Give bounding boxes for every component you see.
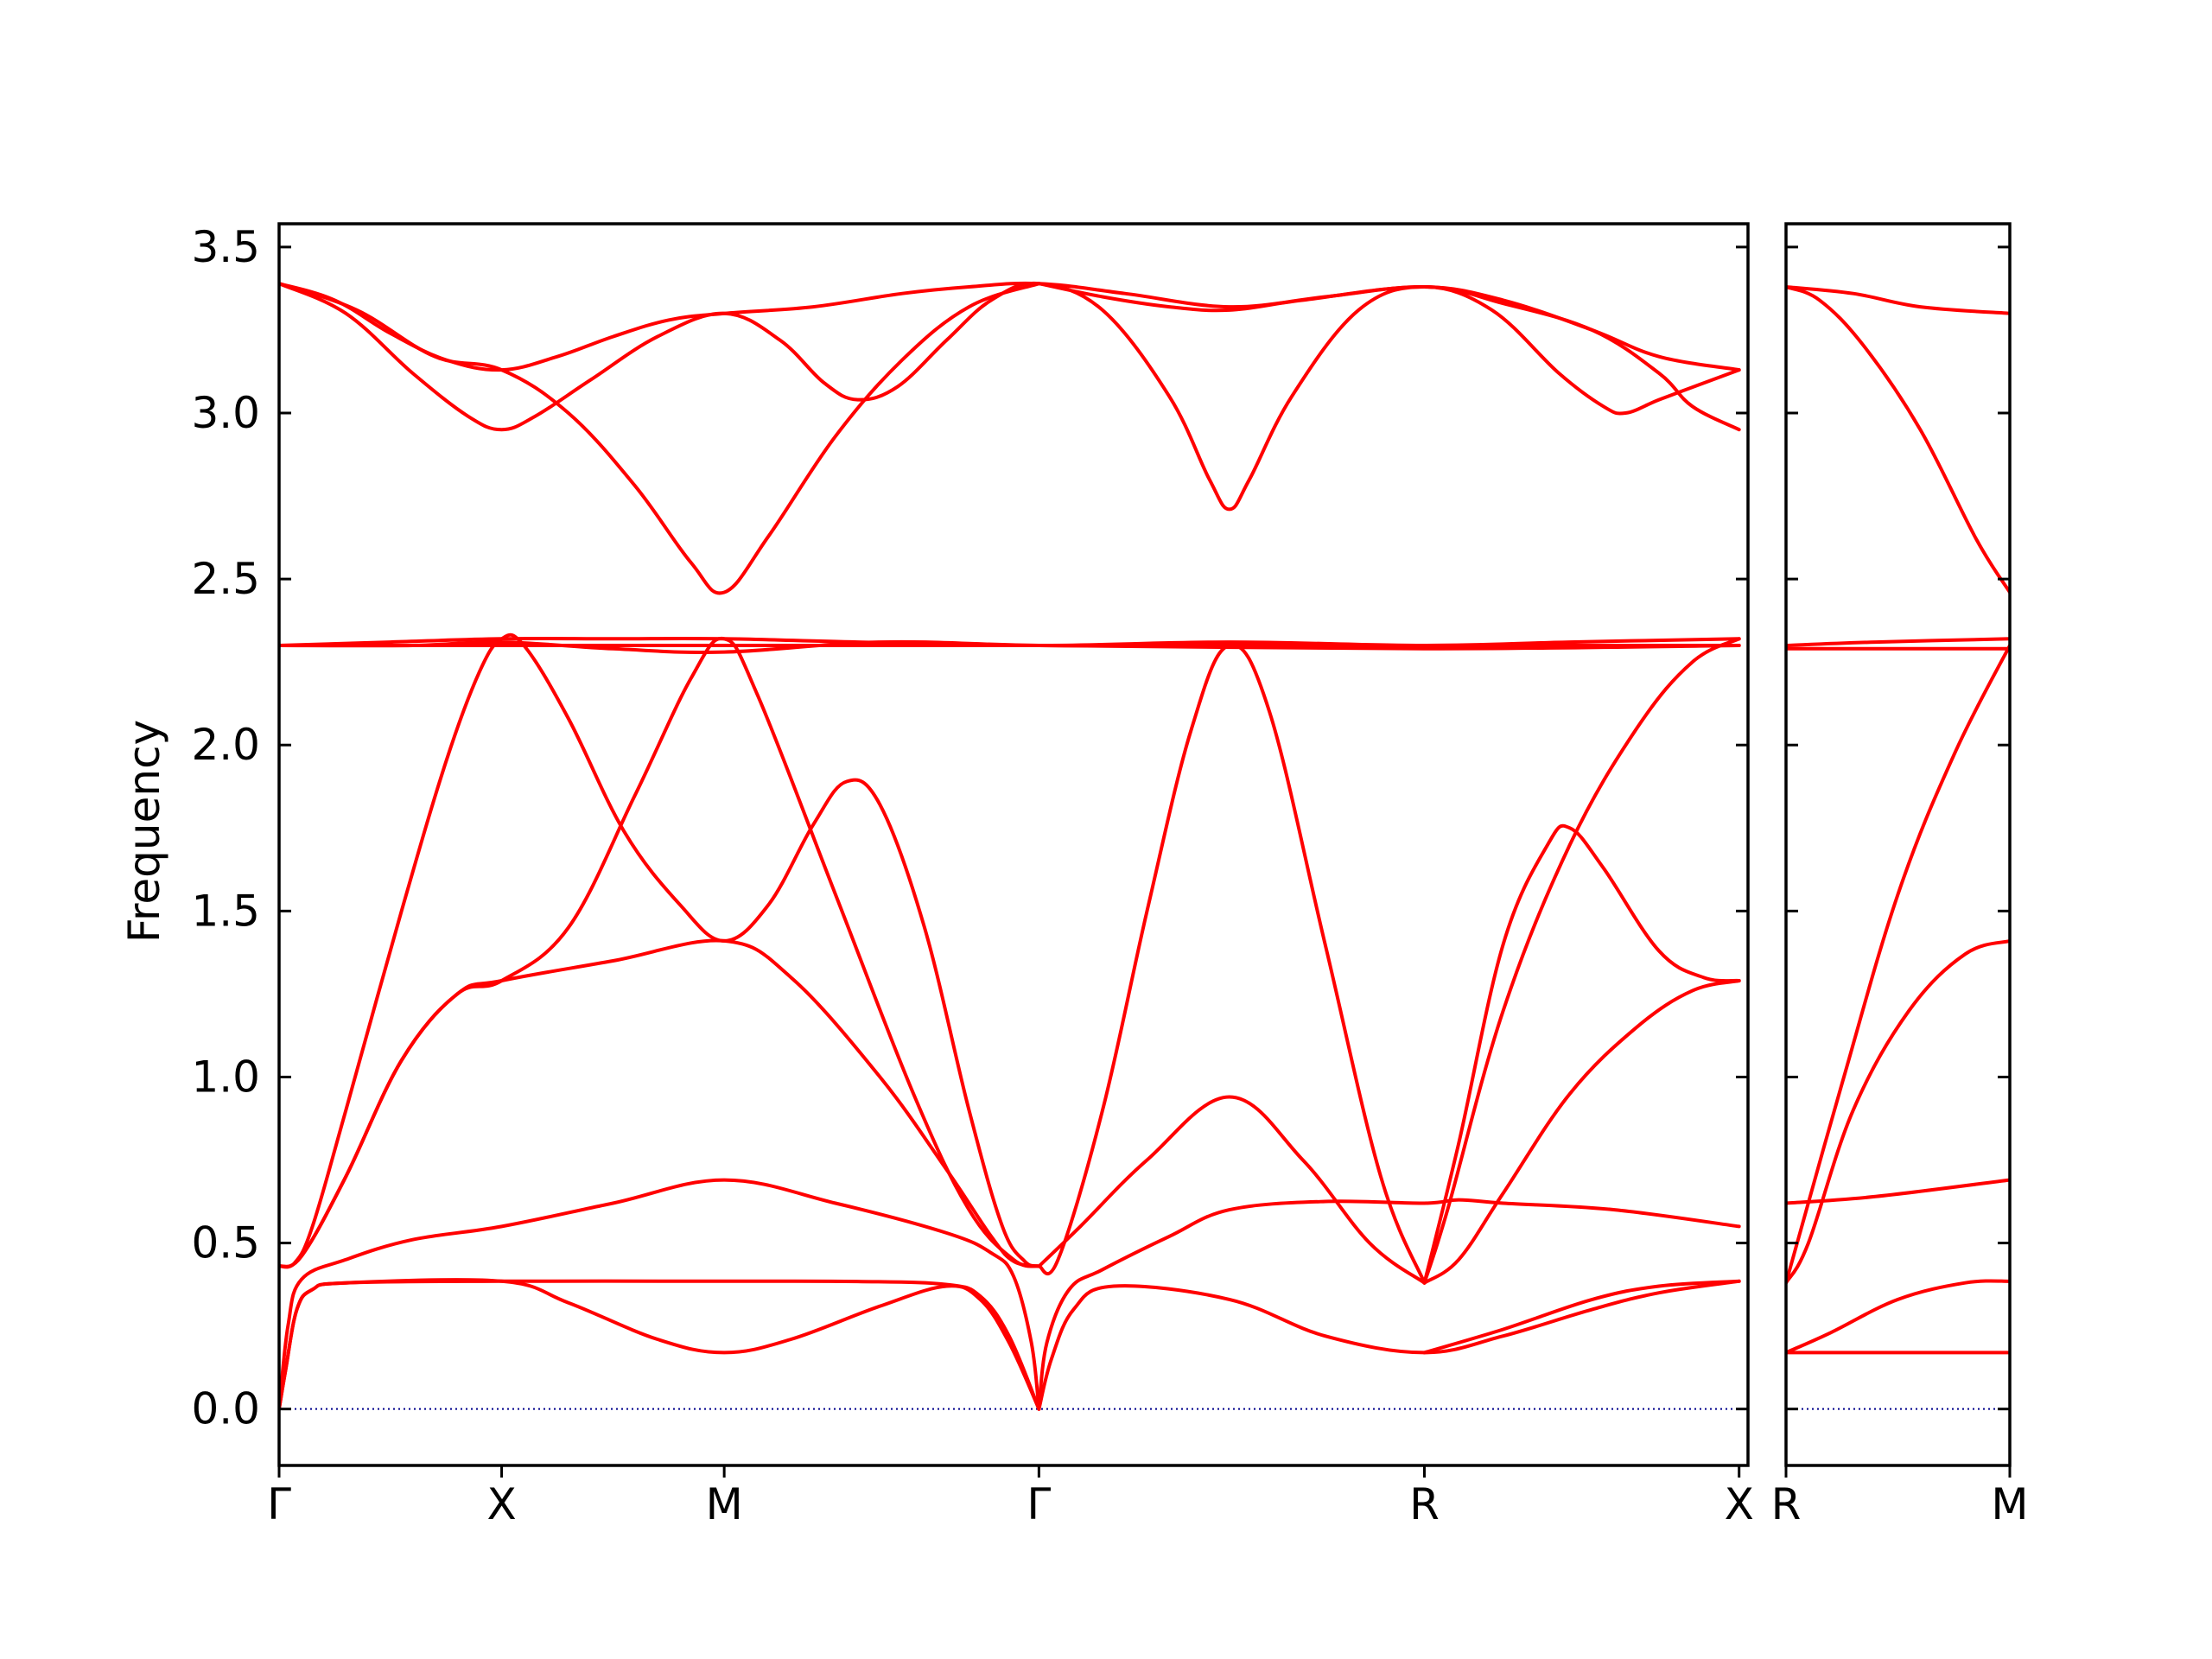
x-tick-label: R [1771,1479,1802,1529]
phonon-band-1-15 [1037,1095,1427,1285]
plot-frame [1784,222,2012,1467]
phonon-band-2-7 [1786,1178,2010,1205]
phonon-band-1-2 [279,281,1741,512]
phonon-band-1-21 [1422,637,1741,1285]
x-tick-label: M [706,1479,743,1529]
phonon-band-1-8 [279,1279,1041,1411]
phonon-band-2-3 [1786,637,2010,647]
phonon-band-2-6 [1786,938,2010,1285]
phonon-band-1-10 [279,1178,1041,1411]
phonon-band-1-6 [279,639,1741,654]
y-tick-label: 2.5 [191,554,260,604]
phonon-band-1-13 [279,636,1041,1268]
phonon-band-1-14 [1037,643,1427,1285]
y-tick-label: 0.0 [191,1384,260,1434]
phonon-band-2-2 [1786,285,2010,594]
y-tick-label: 3.5 [191,222,260,272]
phonon-band-1-18 [1422,1279,1741,1355]
x-tick-label: M [1991,1479,2028,1529]
phonon-band-1-11 [279,632,1041,1269]
x-tick-label: X [1725,1479,1754,1529]
y-tick-label: 3.0 [191,388,260,438]
phonon-band-1-1 [279,281,1741,372]
x-tick-label: Γ [1027,1479,1051,1529]
plot-frame [277,222,1750,1467]
y-tick-label: 2.0 [191,720,260,770]
phonon-band-1-7 [279,643,1741,651]
y-tick-label: 1.0 [191,1052,260,1102]
phonon-band-2-5 [1786,644,2010,1285]
y-axis-label: Frequency [119,720,169,943]
y-tick-label: 1.5 [191,886,260,936]
phonon-band-2-1 [1786,285,2010,315]
main-panel: 0.0 0.5 1.0 1.5 2.0 2.5 3.0 3.5 Γ X M Γ R X [191,222,1753,1529]
phonon-band-2-8 [1786,1279,2010,1355]
x-tick-label: R [1409,1479,1440,1529]
phonon-band-1-19 [1422,823,1741,1285]
phonon-band-1-16 [1037,1198,1741,1411]
phonon-band-1-12 [279,938,1041,1268]
phonon-band-1-9 [279,1278,1041,1411]
phonon-band-1-3 [279,282,1041,595]
phonon-band-1-17 [1037,1279,1741,1411]
y-tick-label: 0.5 [191,1218,260,1268]
x-tick-label: X [486,1479,516,1529]
phonon-band-1-4 [1037,282,1741,432]
x-tick-label: Γ [267,1479,291,1529]
phonon-band-1-20 [1422,979,1741,1285]
